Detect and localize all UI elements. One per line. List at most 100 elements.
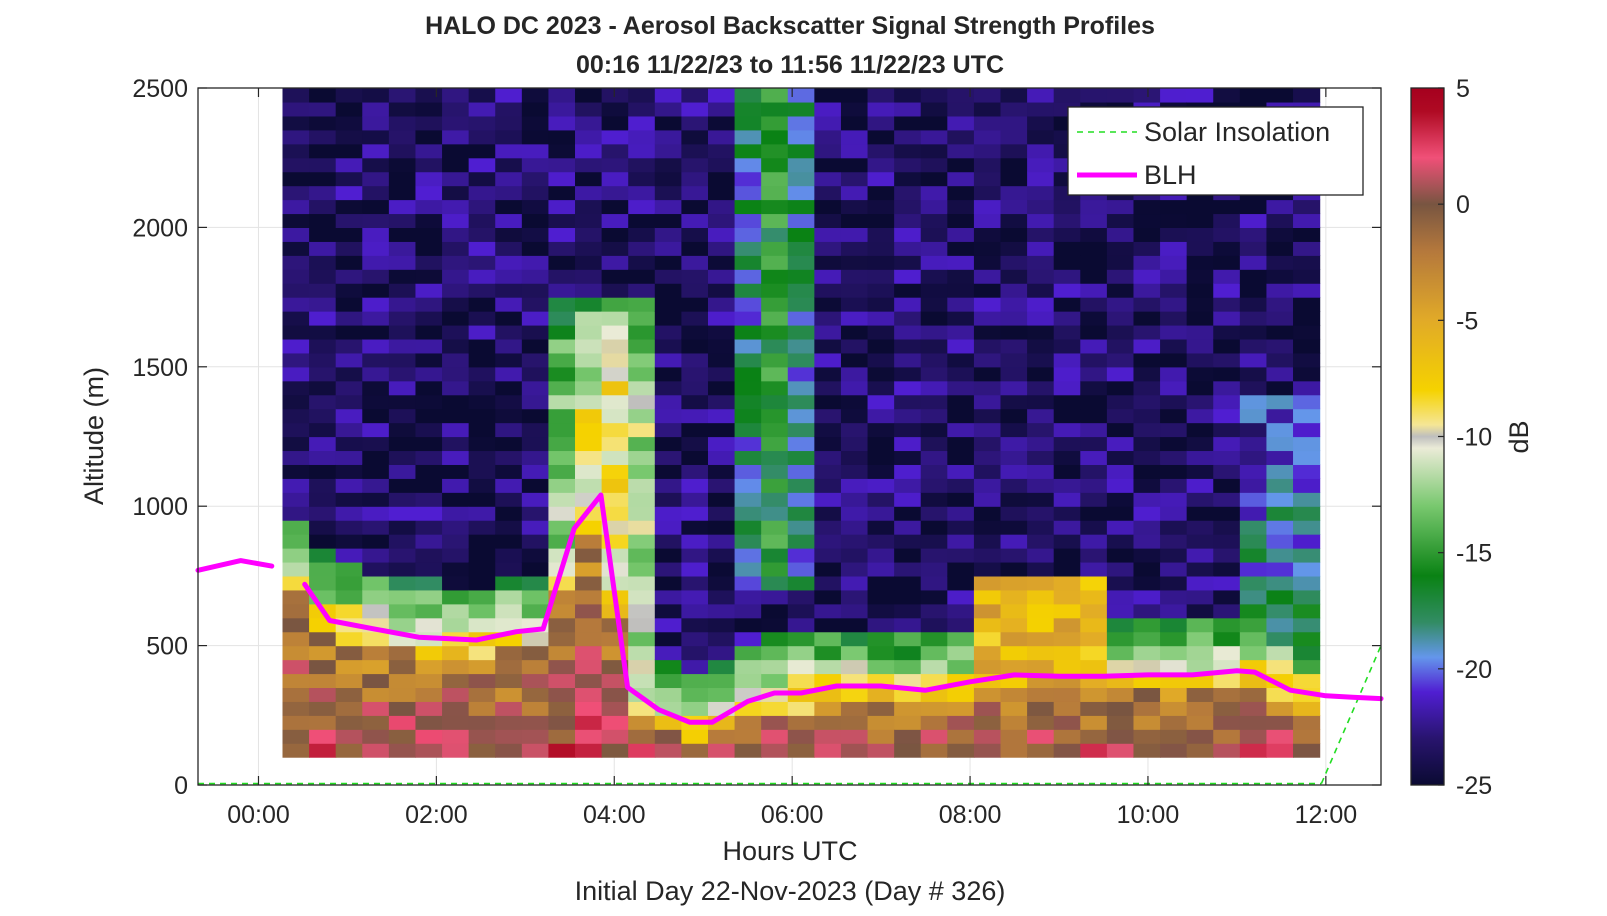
- heatmap-cell: [707, 617, 736, 633]
- heatmap-cell: [1186, 283, 1214, 298]
- heatmap-cell: [867, 143, 895, 159]
- heatmap-cell: [654, 561, 682, 577]
- heatmap-cell: [734, 575, 762, 591]
- heatmap-cell: [1000, 213, 1028, 228]
- heatmap-cell: [442, 645, 470, 661]
- heatmap-cell: [1239, 297, 1268, 312]
- heatmap-cell: [1293, 394, 1321, 410]
- heatmap-cell: [362, 645, 390, 661]
- heatmap-cell: [867, 715, 895, 730]
- heatmap-cell: [1213, 352, 1241, 368]
- heatmap-cell: [1133, 659, 1161, 675]
- heatmap-cell: [628, 478, 656, 493]
- heatmap-cell: [761, 603, 789, 619]
- heatmap-cell: [388, 269, 417, 284]
- heatmap-cell: [495, 269, 523, 284]
- heatmap-cell: [1186, 617, 1214, 633]
- heatmap-cell: [628, 673, 656, 689]
- heatmap-cell: [1080, 701, 1108, 716]
- heatmap-cell: [654, 729, 682, 744]
- heatmap-cell: [362, 311, 390, 326]
- heatmap-cell: [1133, 422, 1161, 438]
- heatmap-cell: [575, 645, 603, 661]
- heatmap-cell: [734, 729, 762, 744]
- heatmap-cell: [388, 213, 417, 228]
- heatmap-cell: [947, 199, 975, 215]
- heatmap-cell: [867, 199, 895, 215]
- heatmap-cell: [840, 534, 869, 549]
- heatmap-cell: [920, 659, 948, 675]
- heatmap-cell: [761, 129, 789, 145]
- heatmap-cell: [973, 548, 1002, 563]
- heatmap-cell: [521, 715, 550, 730]
- heatmap-cell: [1053, 213, 1081, 228]
- heatmap-cell: [1266, 227, 1294, 242]
- heatmap-cell: [761, 715, 789, 730]
- heatmap-cell: [548, 729, 576, 744]
- heatmap-cell: [601, 394, 629, 410]
- heatmap-cell: [1027, 478, 1055, 493]
- heatmap-cell: [309, 171, 337, 187]
- heatmap-cell: [1133, 715, 1161, 730]
- heatmap-cell: [867, 422, 895, 438]
- heatmap-cell: [1266, 324, 1294, 340]
- heatmap-cell: [468, 561, 496, 577]
- heatmap-cell: [415, 241, 443, 256]
- heatmap-cell: [628, 631, 656, 647]
- heatmap-cell: [1239, 352, 1268, 368]
- heatmap-cell: [1106, 715, 1135, 730]
- heatmap-cell: [575, 311, 603, 326]
- heatmap-cell: [442, 673, 470, 689]
- heatmap-cell: [947, 324, 975, 340]
- heatmap-cell: [1293, 311, 1321, 326]
- heatmap-cell: [867, 743, 895, 758]
- colorbar-tick-label: -25: [1456, 772, 1492, 800]
- heatmap-cell: [1027, 520, 1055, 535]
- heatmap-cell: [442, 324, 470, 340]
- heatmap-cell: [1053, 464, 1081, 479]
- heatmap-cell: [335, 492, 363, 507]
- heatmap-cell: [1239, 561, 1268, 577]
- heatmap-cell: [654, 269, 682, 284]
- heatmap-cell: [894, 422, 922, 438]
- heatmap-cell: [1160, 687, 1188, 702]
- heatmap-cell: [415, 645, 443, 661]
- heatmap-cell: [1106, 701, 1135, 716]
- heatmap-cell: [707, 659, 736, 675]
- heatmap-cell: [521, 297, 550, 312]
- heatmap-cell: [787, 743, 815, 758]
- heatmap-cell: [1080, 464, 1108, 479]
- heatmap-cell: [973, 297, 1002, 312]
- legend-solar-label: Solar Insolation: [1144, 117, 1330, 147]
- heatmap-cell: [601, 199, 629, 215]
- heatmap-cell: [495, 520, 523, 535]
- heatmap-cell: [1186, 645, 1214, 661]
- heatmap-cell: [681, 408, 709, 424]
- heatmap-cell: [548, 645, 576, 661]
- colorbar-tick-label: 0: [1456, 191, 1470, 219]
- colorbar-tick-label: -20: [1456, 656, 1492, 684]
- heatmap-cell: [1000, 408, 1028, 424]
- heatmap-cell: [814, 575, 842, 591]
- heatmap-cell: [1106, 631, 1135, 647]
- heatmap-cell: [309, 436, 337, 452]
- heatmap-cell: [468, 645, 496, 661]
- heatmap-cell: [761, 185, 789, 201]
- heatmap-cell: [335, 464, 363, 479]
- heatmap-cell: [442, 408, 470, 424]
- x-tick-label: 04:00: [583, 801, 646, 829]
- heatmap-cell: [309, 199, 337, 215]
- heatmap-cell: [734, 366, 762, 382]
- heatmap-cell: [973, 227, 1002, 242]
- heatmap-cell: [1000, 478, 1028, 493]
- heatmap-cell: [734, 115, 762, 131]
- heatmap-cell: [468, 506, 496, 521]
- heatmap-cell: [681, 478, 709, 493]
- heatmap-cell: [548, 241, 576, 256]
- heatmap-cell: [814, 561, 842, 577]
- heatmap-cell: [1053, 548, 1081, 563]
- heatmap-cell: [1027, 88, 1055, 103]
- heatmap-cell: [1080, 687, 1108, 702]
- heatmap-cell: [442, 283, 470, 298]
- heatmap-cell: [654, 589, 682, 605]
